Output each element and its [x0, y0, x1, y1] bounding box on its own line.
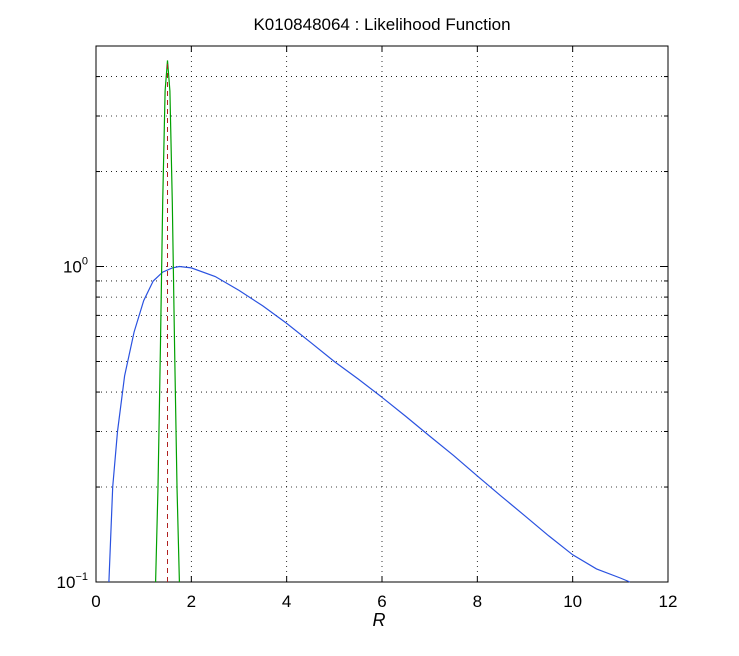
x-tick-label: 10 — [563, 592, 582, 611]
series-line-1 — [108, 265, 631, 583]
chart-title: K010848064 : Likelihood Function — [253, 15, 510, 34]
x-tick-label: 0 — [91, 592, 100, 611]
x-tick-label: 2 — [187, 592, 196, 611]
x-tick-label: 12 — [659, 592, 678, 611]
y-tick-label: 100 — [63, 256, 88, 277]
series-line-2 — [155, 60, 180, 583]
tick-labels: 0 2 4 6 8 10 12 10−1 100 — [57, 256, 678, 611]
series-group — [108, 60, 631, 583]
y-tick-label: 10−1 — [57, 571, 88, 592]
x-axis-label: R — [373, 610, 386, 630]
axis-ticks — [95, 46, 669, 583]
x-tick-label: 6 — [377, 592, 386, 611]
x-tick-label: 8 — [473, 592, 482, 611]
grid-lines — [96, 46, 668, 582]
x-tick-label: 4 — [282, 592, 291, 611]
